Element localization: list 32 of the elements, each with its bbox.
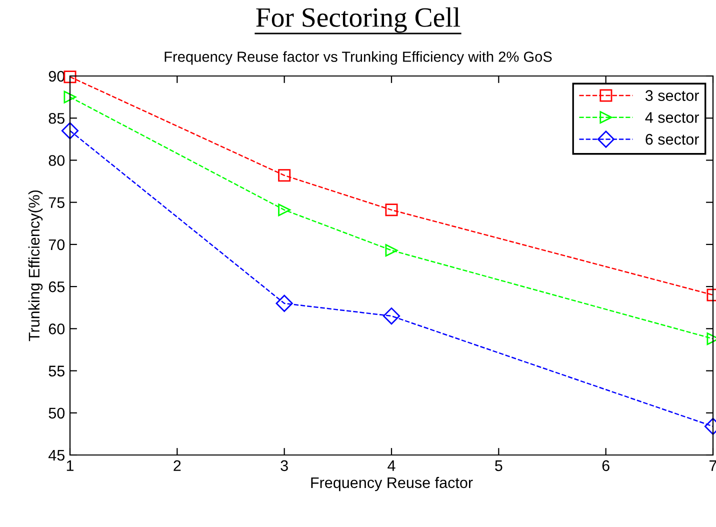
y-tick-label: 75: [48, 197, 64, 208]
point: [278, 169, 291, 182]
y-tick-label: 70: [48, 239, 65, 250]
x-tick-label: 4: [388, 460, 396, 471]
x-axis-title: Frequency Reuse factor: [311, 476, 473, 492]
y-tick-label: 80: [48, 155, 65, 166]
point: [64, 90, 76, 104]
x-tick-label: 7: [710, 460, 716, 471]
y-tick-label: 65: [48, 281, 64, 292]
y-tick-label: 60: [48, 324, 65, 334]
legend-label: 6 sector: [646, 134, 699, 145]
x-tick-label: 6: [602, 460, 610, 472]
x-tick-label: 2: [174, 460, 181, 471]
y-tick-label: 55: [48, 366, 64, 376]
y-tick-label: 45: [48, 450, 64, 461]
x-tick-label: 1: [66, 460, 74, 471]
point: [278, 204, 291, 216]
x-tick-label: 5: [495, 460, 502, 472]
point: [382, 307, 400, 325]
y-tick-label: 50: [48, 408, 65, 419]
legend-label: 4 sector: [645, 112, 699, 123]
y-tick-label: 90: [48, 70, 65, 82]
point: [276, 294, 293, 312]
chart-subtitle: Frequency Reuse factor vs Trunking Efficiency with 2% GoS: [164, 51, 552, 65]
y-axis-title: Trunking Efficiency(%): [28, 190, 43, 342]
y-tick-label: 85: [48, 112, 64, 124]
point: [385, 204, 398, 216]
point: [385, 244, 398, 257]
chart-title: For Sectoring Cell: [256, 7, 460, 33]
x-tick-label: 3: [280, 460, 288, 472]
legend-label: 3 sector: [645, 90, 699, 101]
point: [61, 122, 79, 140]
